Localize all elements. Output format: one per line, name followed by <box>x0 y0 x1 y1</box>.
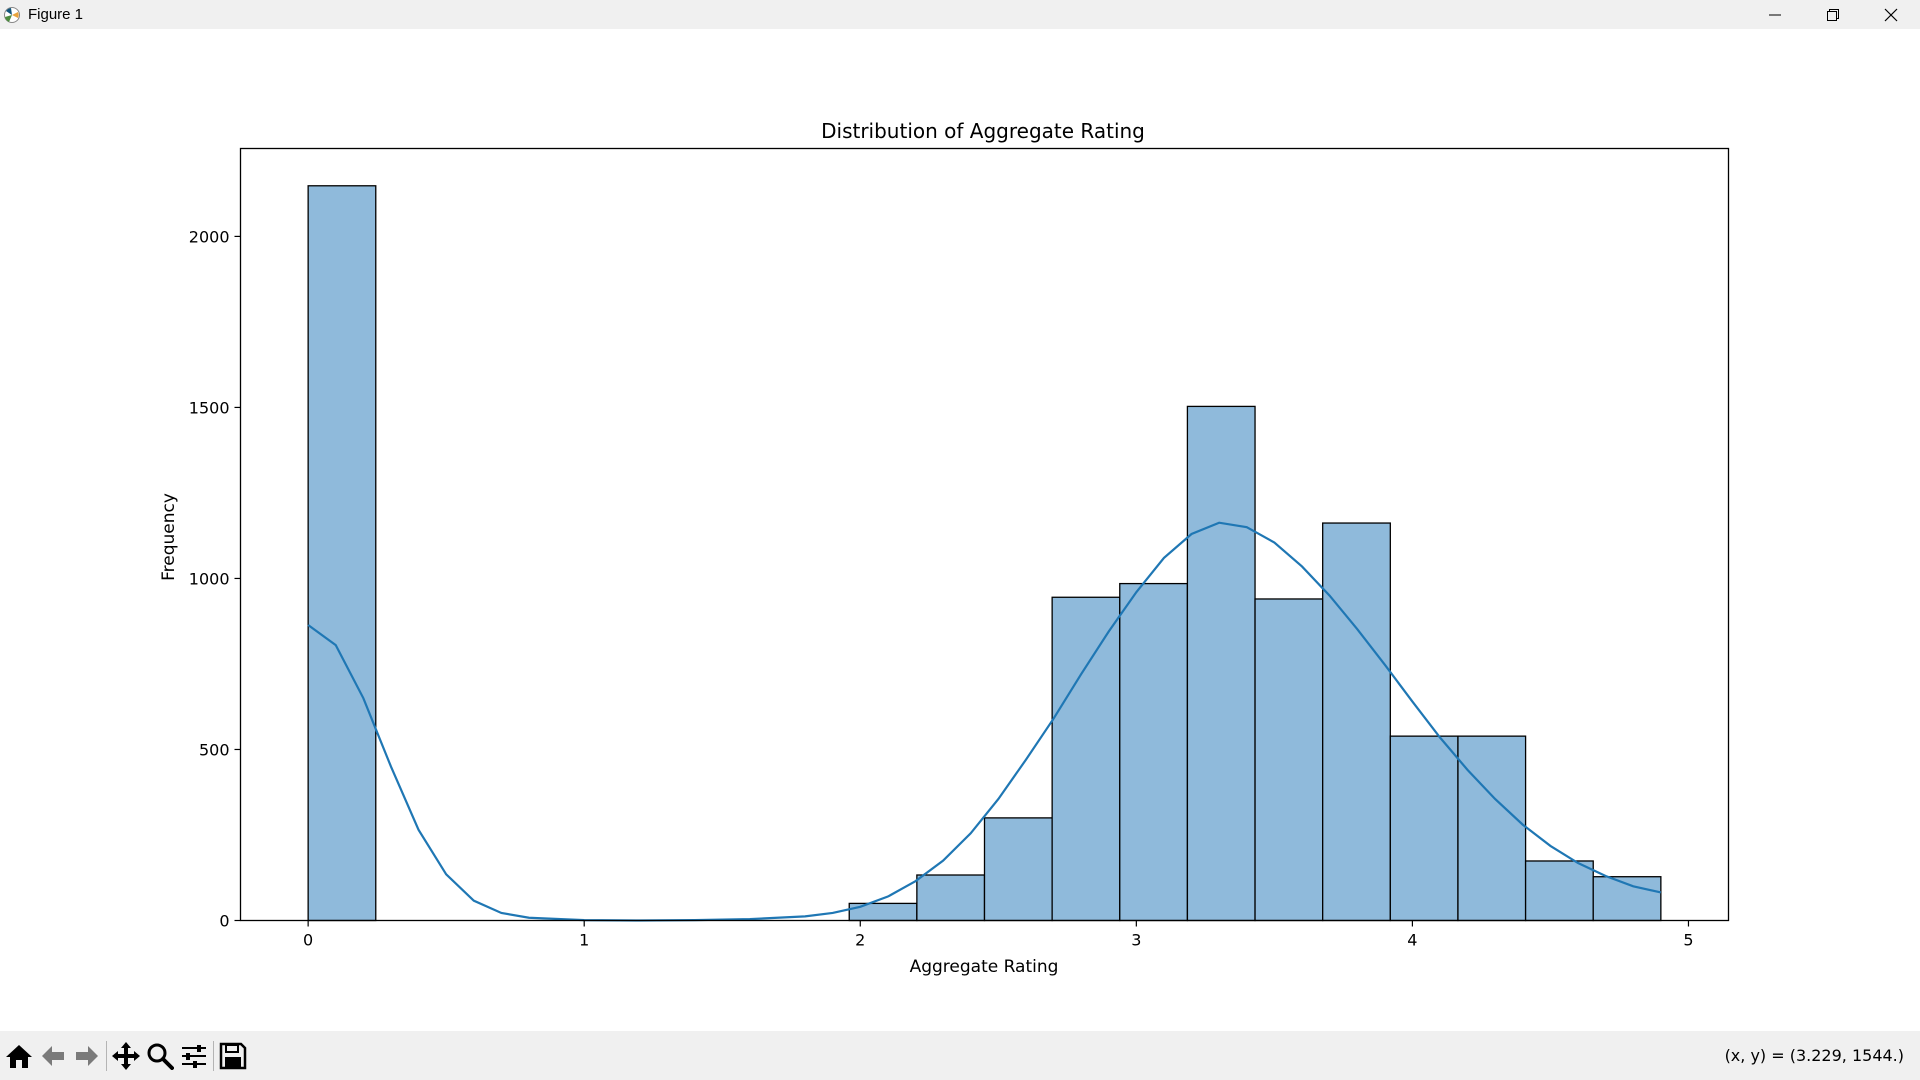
y-tick-label: 500 <box>199 740 230 759</box>
close-icon <box>1884 8 1898 21</box>
y-tick-label: 2000 <box>189 227 230 246</box>
title-bar: Figure 1 <box>0 0 1920 29</box>
histogram-bar <box>1186 405 1256 922</box>
minimize-icon <box>1769 14 1781 15</box>
histogram-bar <box>1524 860 1594 922</box>
x-tick-label: 5 <box>1683 931 1693 950</box>
back-arrow-icon <box>42 1045 64 1066</box>
x-tick-label: 4 <box>1407 931 1417 950</box>
plot-frame <box>239 147 1730 922</box>
navigation-toolbar: (x, y) = (3.229, 1544.) <box>0 1031 1920 1080</box>
restore-icon <box>1827 8 1839 21</box>
toolbar-separator <box>213 1040 214 1071</box>
minimize-button[interactable] <box>1746 0 1804 29</box>
home-button[interactable] <box>2 1039 36 1073</box>
back-button[interactable] <box>36 1039 70 1073</box>
kde-curve <box>307 521 1662 922</box>
configure-subplots-button[interactable] <box>177 1039 211 1073</box>
zoom-button[interactable] <box>143 1039 177 1073</box>
save-icon <box>219 1042 247 1069</box>
histogram-bar <box>1051 596 1121 922</box>
close-button[interactable] <box>1862 0 1920 29</box>
home-icon <box>6 1044 32 1068</box>
histogram-bar <box>983 817 1053 922</box>
histogram-bar <box>1119 582 1189 922</box>
save-button[interactable] <box>216 1039 250 1073</box>
histogram-bars <box>307 185 1662 922</box>
x-tick-label: 1 <box>579 931 589 950</box>
histogram-bar <box>1322 522 1391 922</box>
x-tick-label: 3 <box>1131 931 1141 950</box>
pan-icon <box>112 1041 140 1070</box>
chart-title: Distribution of Aggregate Rating <box>821 119 1145 143</box>
window-title: Figure 1 <box>28 6 84 23</box>
x-tick-label: 0 <box>303 931 313 950</box>
y-tick-label: 1000 <box>189 569 230 588</box>
zoom-icon <box>147 1043 174 1070</box>
histogram-bar <box>307 185 377 922</box>
y-tick-label: 1500 <box>189 398 230 417</box>
configure-subplots-icon <box>182 1044 206 1068</box>
x-axis-ticks: 0 1 2 3 4 5 <box>303 920 1694 950</box>
x-axis-label: Aggregate Rating <box>910 957 1059 977</box>
histogram-bar <box>1254 598 1324 922</box>
y-axis-label: Frequency <box>159 493 179 581</box>
y-axis-ticks: 0 500 1000 1500 2000 <box>189 227 241 931</box>
x-tick-label: 2 <box>855 931 865 950</box>
histogram-bar <box>1389 735 1459 922</box>
cursor-coordinates: (x, y) = (3.229, 1544.) <box>1724 1046 1904 1065</box>
y-tick-label: 0 <box>219 912 229 931</box>
histogram-bar <box>916 874 986 922</box>
pan-button[interactable] <box>109 1039 143 1073</box>
restore-button[interactable] <box>1804 0 1862 29</box>
forward-arrow-icon <box>76 1045 98 1066</box>
forward-button[interactable] <box>70 1039 104 1073</box>
histogram-bar <box>1457 735 1527 922</box>
toolbar-separator <box>106 1040 107 1071</box>
matplotlib-logo-icon <box>2 5 22 25</box>
